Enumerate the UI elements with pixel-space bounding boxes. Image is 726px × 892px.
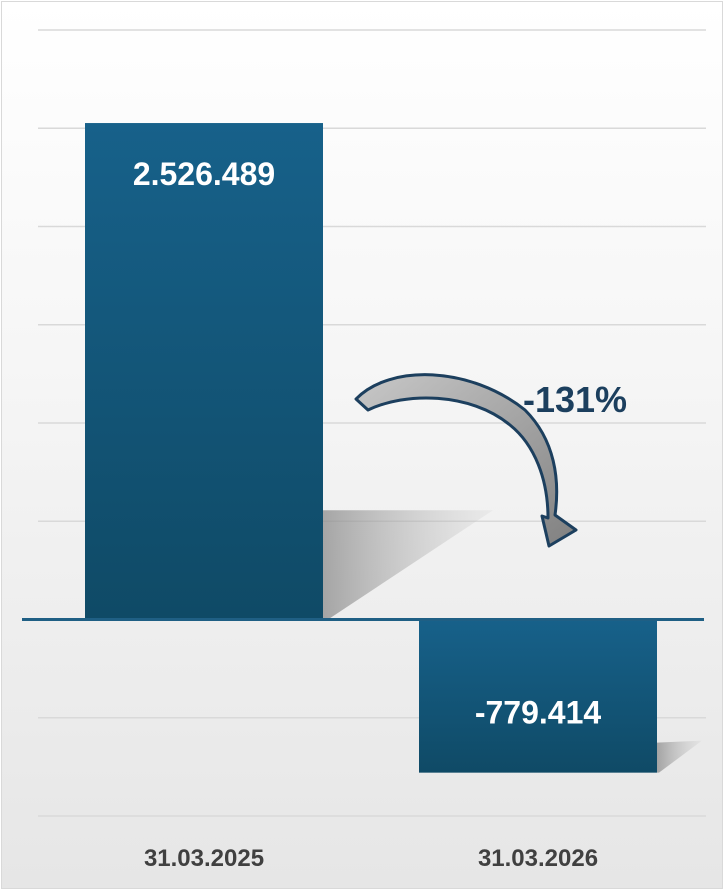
category-label: 31.03.2026 <box>478 845 598 872</box>
bar <box>419 619 657 773</box>
bar-shadows <box>323 510 702 773</box>
data-label: 2.526.489 <box>133 156 275 192</box>
change-arrow <box>354 373 578 548</box>
bar-shadow <box>657 740 702 773</box>
category-label: 31.03.2025 <box>144 845 264 872</box>
change-percent-label: -131% <box>523 379 627 420</box>
bar <box>85 123 323 620</box>
bar-shadow <box>323 510 493 620</box>
data-labels: 2.526.489 -779.414 <box>133 156 602 730</box>
data-label: -779.414 <box>475 695 602 731</box>
category-labels: 31.03.2025 31.03.2026 <box>144 845 598 872</box>
bars <box>85 123 657 773</box>
